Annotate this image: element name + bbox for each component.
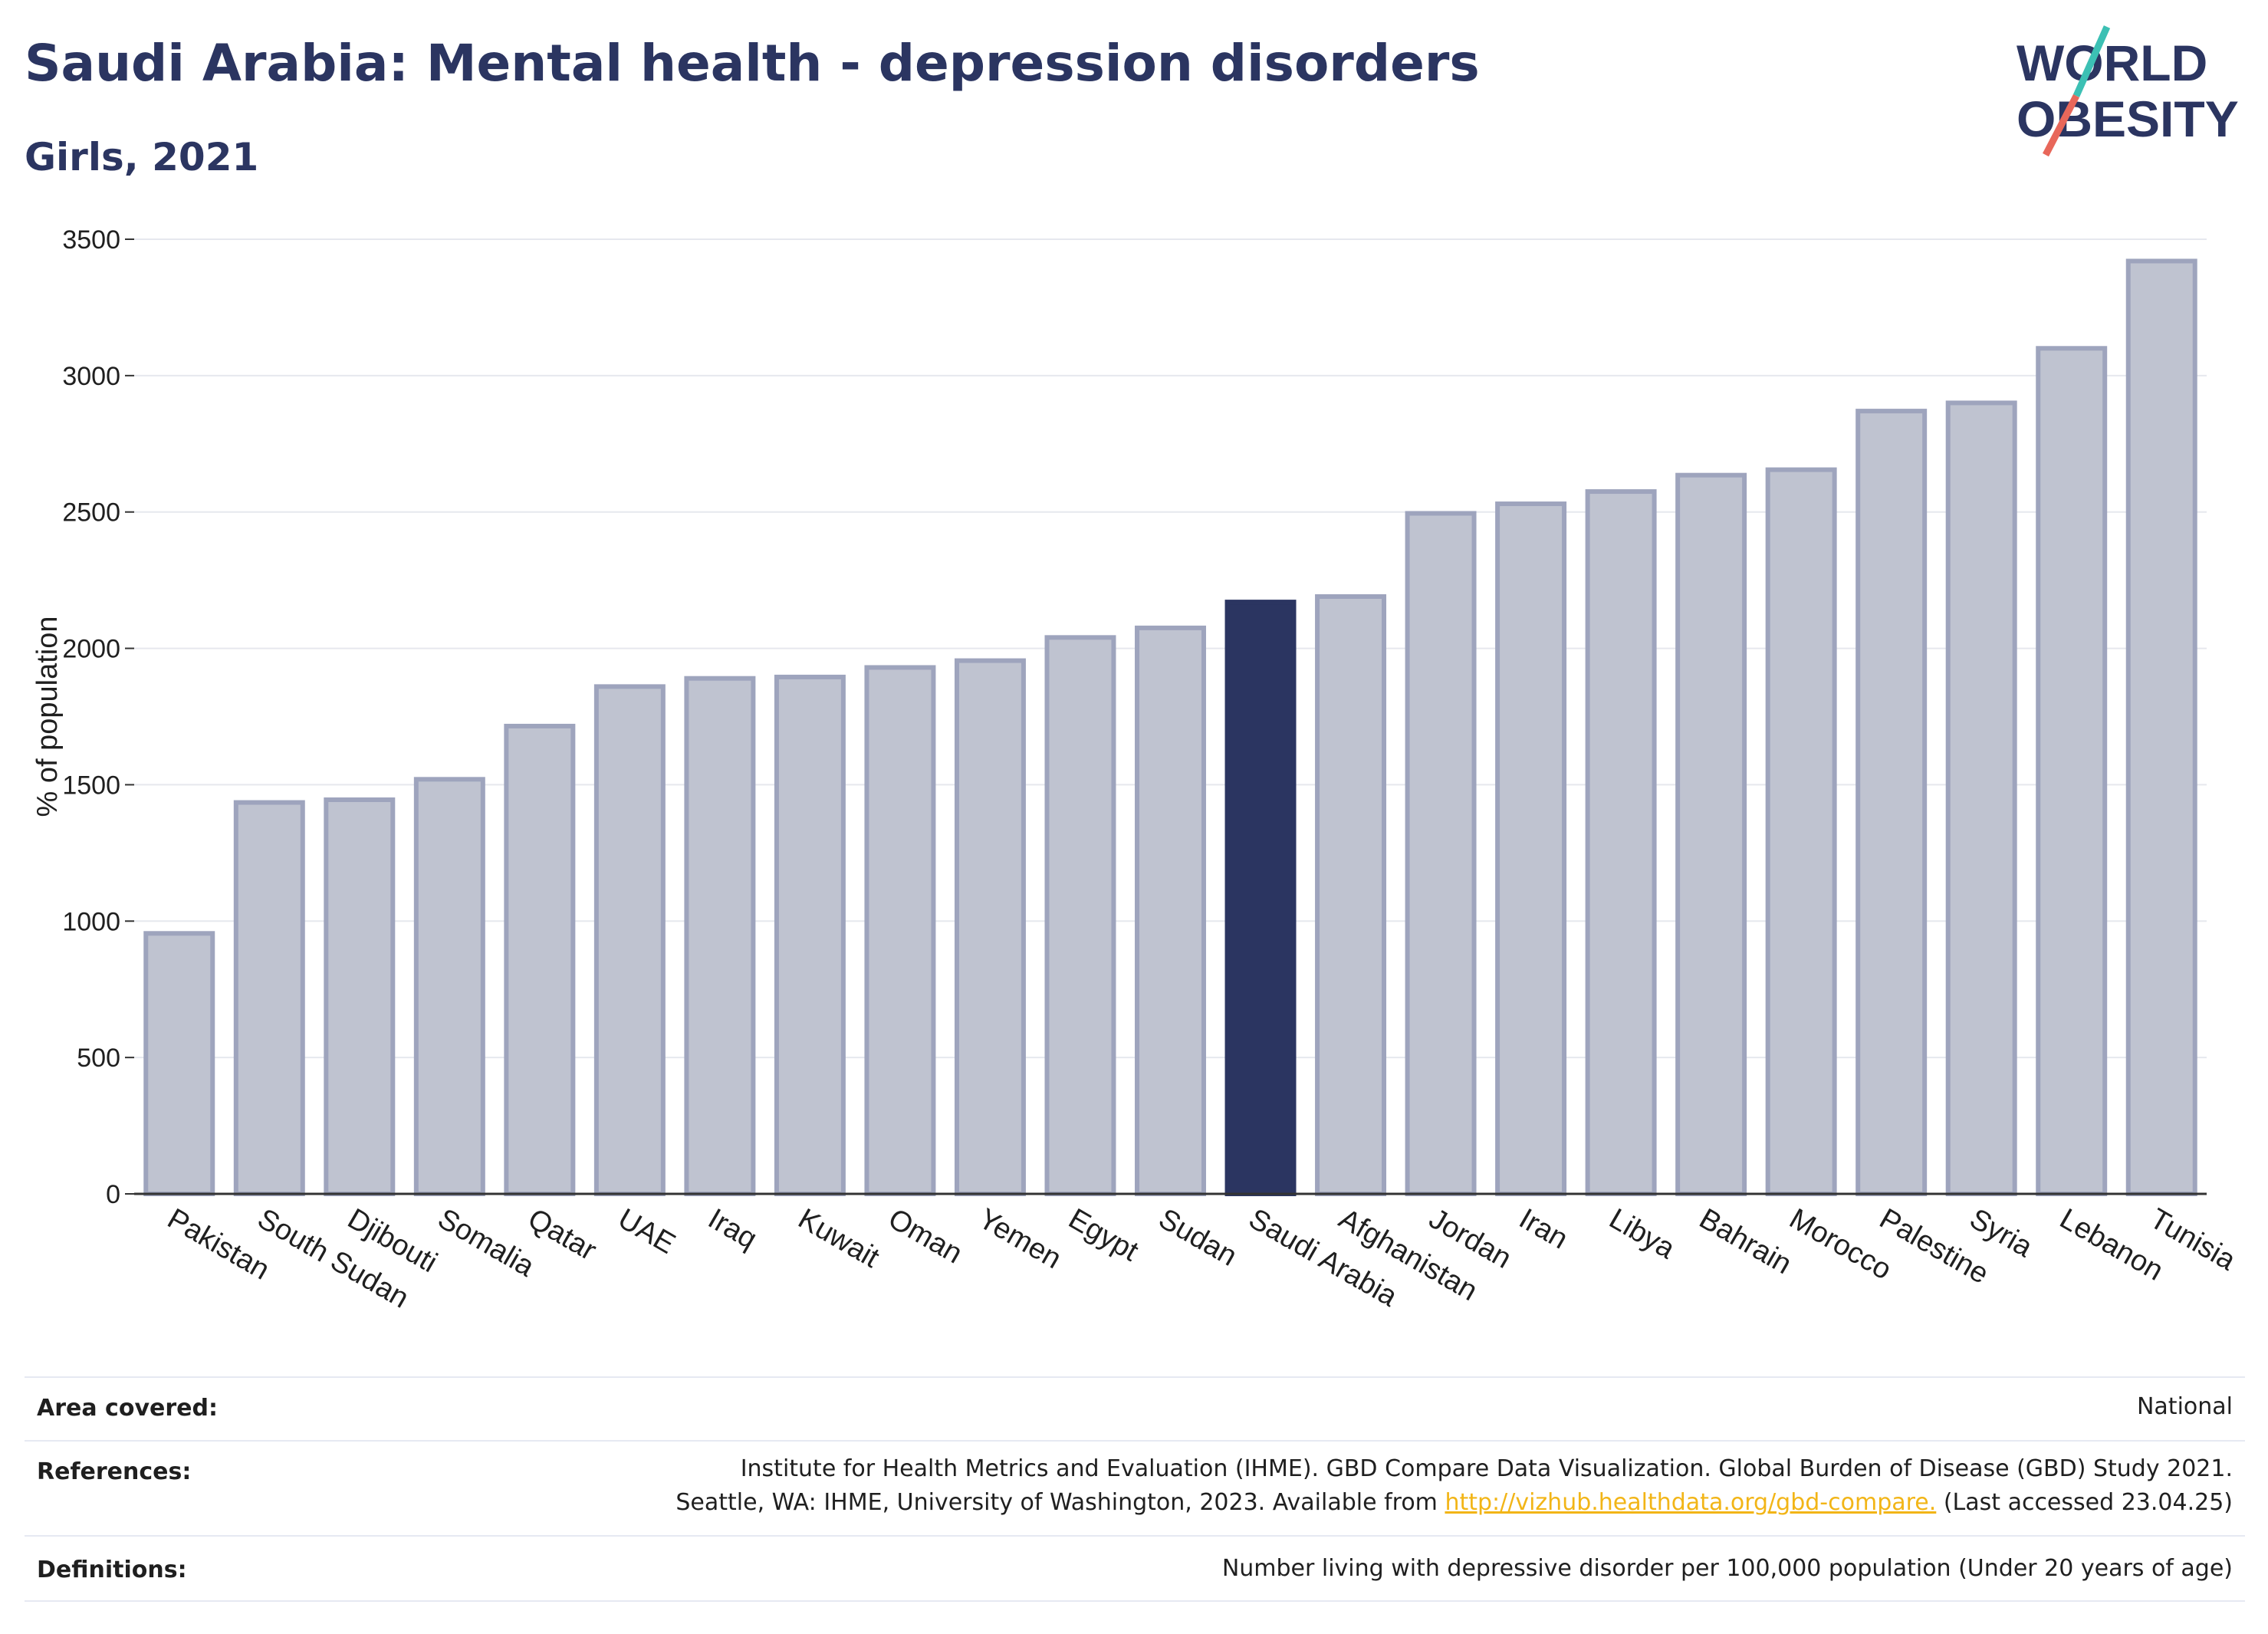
bar	[1315, 593, 1387, 1196]
x-tick-label: Kuwait	[793, 1202, 885, 1274]
references-line-1: Institute for Health Metrics and Evaluat…	[740, 1455, 2233, 1482]
bar	[864, 665, 936, 1196]
definitions-label: Definitions:	[37, 1557, 187, 1583]
x-tick-label: South Sudan	[252, 1202, 414, 1314]
bar	[413, 777, 485, 1196]
bar	[1765, 467, 1837, 1197]
references-link[interactable]: http://vizhub.healthdata.org/gbd-compare…	[1445, 1489, 1937, 1516]
y-tick-label: 1000	[62, 907, 120, 936]
logo-text-world: WORLD	[2017, 35, 2207, 91]
bar-chart: 0 500 1000 1500 2000 2500 3000 3500 % of populat…	[31, 225, 2241, 1315]
area-covered-value: National	[2136, 1393, 2233, 1420]
x-tick-label: Morocco	[1784, 1202, 1897, 1286]
bar	[1405, 511, 1477, 1196]
bar	[1945, 400, 2017, 1196]
x-tick-label: Sudan	[1153, 1202, 1242, 1272]
bar	[593, 684, 666, 1196]
definitions-row: Definitions: Number living with depressi…	[25, 1535, 2245, 1602]
bar	[774, 674, 846, 1196]
area-covered-label: Area covered:	[37, 1395, 218, 1422]
bar	[1044, 635, 1116, 1196]
bar	[2036, 346, 2108, 1196]
bar	[1675, 472, 1747, 1196]
bar	[954, 658, 1026, 1196]
x-tick-label: UAE	[613, 1202, 681, 1260]
references-label: References:	[37, 1458, 192, 1485]
x-tick-label: Libya	[1604, 1202, 1681, 1265]
y-tick-label: 1500	[62, 771, 120, 800]
bar	[324, 797, 396, 1196]
y-tick-label: 2000	[62, 635, 120, 664]
bar	[684, 676, 756, 1196]
y-axis-title: % of population	[31, 616, 64, 817]
y-tick-label: 3000	[62, 362, 120, 391]
x-tick-label: Somalia	[432, 1202, 541, 1283]
bar	[233, 800, 305, 1196]
bar	[1585, 489, 1657, 1196]
definitions-value: Number living with depressive disorder p…	[1221, 1555, 2233, 1582]
x-tick-label: Yemen	[973, 1202, 1067, 1275]
x-tick-label: Bahrain	[1694, 1202, 1796, 1281]
logo-text-obesity: OBESITY	[2017, 90, 2239, 147]
bar	[1135, 625, 1206, 1196]
bar	[2125, 258, 2197, 1196]
references-line-2-text: Seattle, WA: IHME, University of Washing…	[675, 1489, 1445, 1516]
chart-subtitle: Girls, 2021	[25, 135, 259, 179]
bar	[504, 723, 576, 1196]
world-obesity-logo: WORLD OBESITY	[2017, 25, 2239, 157]
bar	[1855, 409, 1928, 1197]
x-tick-label: Iran	[1514, 1202, 1573, 1255]
bar	[1224, 600, 1297, 1196]
area-covered-row: Area covered: National	[25, 1376, 2245, 1442]
chart-title: Saudi Arabia: Mental health - depression…	[25, 34, 1480, 93]
references-value: Institute for Health Metrics and Evaluat…	[675, 1452, 2233, 1520]
bar	[143, 931, 215, 1196]
x-tick-label: Pakistan	[162, 1202, 274, 1286]
metadata-table: Area covered: National References: Insti…	[25, 1376, 2245, 1606]
x-tick-label: Iraq	[702, 1202, 762, 1255]
references-row: References: Institute for Health Metrics…	[25, 1440, 2245, 1537]
references-line-2: Seattle, WA: IHME, University of Washing…	[675, 1486, 2233, 1520]
y-tick-label: 500	[77, 1044, 120, 1073]
x-tick-label: Oman	[883, 1202, 968, 1270]
y-tick-label: 3500	[62, 225, 120, 255]
references-last-accessed: (Last accessed 23.04.25)	[1936, 1489, 2233, 1516]
x-tick-label: Egypt	[1063, 1202, 1144, 1267]
x-tick-label: Lebanon	[2054, 1202, 2168, 1287]
y-tick-label: 0	[106, 1180, 120, 1209]
y-tick-label: 2500	[62, 498, 120, 528]
bar	[1495, 501, 1567, 1196]
logo-red-slash	[2043, 94, 2079, 157]
logo-teal-slash	[2072, 25, 2111, 97]
